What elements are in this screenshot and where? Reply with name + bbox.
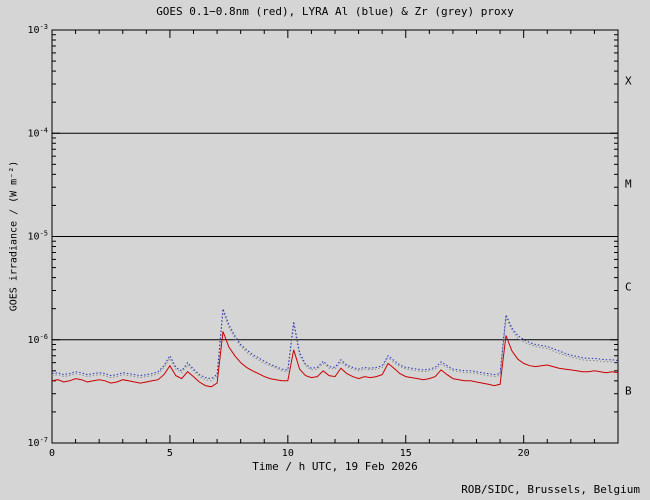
chart-title: GOES 0.1−0.8nm (red), LYRA Al (blue) & Z…: [156, 5, 514, 18]
svg-text:10-5: 10-5: [28, 230, 48, 243]
flare-class-c-label: C: [625, 280, 632, 294]
svg-text:10-6: 10-6: [28, 333, 48, 346]
svg-text:15: 15: [400, 448, 412, 459]
svg-text:10-4: 10-4: [28, 126, 48, 139]
flare-class-m-label: M: [625, 177, 632, 191]
svg-text:20: 20: [518, 448, 530, 459]
svg-text:5: 5: [167, 448, 173, 459]
svg-text:0: 0: [49, 448, 55, 459]
flare-class-x-label: X: [625, 74, 632, 88]
x-axis-label: Time / h UTC, 19 Feb 2026: [252, 460, 418, 473]
svg-text:10-7: 10-7: [28, 436, 48, 449]
svg-text:10: 10: [282, 448, 294, 459]
flare-class-b-label: B: [625, 384, 632, 398]
svg-text:10-3: 10-3: [28, 23, 48, 36]
credit-text: ROB/SIDC, Brussels, Belgium: [461, 483, 640, 496]
